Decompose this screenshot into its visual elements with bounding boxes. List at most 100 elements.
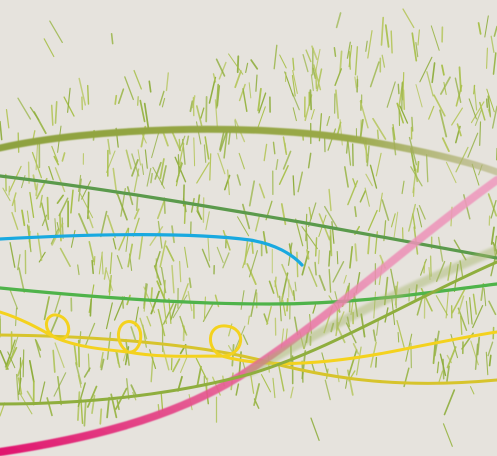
grass-stroke bbox=[310, 108, 315, 120]
grass-stroke bbox=[75, 362, 82, 385]
yellow-loop-curve bbox=[0, 310, 497, 365]
grass-stroke bbox=[238, 83, 246, 102]
grass-stroke bbox=[153, 265, 162, 286]
grass-stroke bbox=[115, 351, 121, 368]
grass-stroke bbox=[474, 343, 479, 370]
grass-stroke bbox=[86, 84, 90, 105]
grass-stroke bbox=[272, 141, 276, 155]
grass-stroke bbox=[100, 358, 105, 371]
grass-stroke bbox=[250, 374, 255, 394]
grass-stroke bbox=[443, 81, 447, 95]
grass-stroke bbox=[312, 67, 317, 79]
grass-stroke bbox=[31, 151, 43, 179]
grass-stroke bbox=[282, 136, 288, 155]
grass-stroke bbox=[234, 70, 242, 89]
grass-stroke bbox=[5, 346, 18, 370]
grass-stroke bbox=[46, 397, 53, 417]
grass-stroke bbox=[415, 41, 419, 58]
grass-stroke bbox=[181, 324, 188, 336]
grass-stroke bbox=[52, 349, 56, 373]
grass-stroke bbox=[329, 229, 333, 257]
grass-stroke bbox=[106, 270, 114, 292]
grass-stroke bbox=[182, 197, 187, 213]
grass-stroke bbox=[154, 250, 161, 268]
grass-stroke bbox=[51, 145, 59, 163]
grass-stroke bbox=[365, 40, 368, 52]
grass-stroke bbox=[479, 121, 482, 146]
grass-stroke bbox=[78, 178, 82, 202]
grass-stroke bbox=[359, 118, 364, 141]
grass-stroke bbox=[85, 322, 96, 346]
grass-stroke bbox=[201, 248, 211, 268]
grass-stroke bbox=[131, 153, 140, 177]
grass-stroke bbox=[26, 210, 30, 223]
grass-stroke bbox=[412, 213, 416, 230]
grass-stroke bbox=[470, 101, 485, 124]
grass-stroke bbox=[161, 346, 170, 371]
grass-stroke bbox=[127, 243, 134, 268]
grass-stroke bbox=[125, 227, 130, 252]
grass-stroke bbox=[364, 187, 370, 207]
grass-stroke bbox=[138, 236, 144, 260]
grass-stroke bbox=[314, 261, 317, 276]
grass-stroke bbox=[73, 343, 78, 366]
grass-stroke bbox=[328, 250, 331, 267]
grass-stroke bbox=[359, 190, 367, 203]
grass-stroke bbox=[433, 94, 446, 117]
grass-stroke bbox=[171, 131, 182, 152]
grass-stroke bbox=[195, 357, 208, 380]
grass-stroke bbox=[56, 194, 64, 204]
grass-stroke bbox=[440, 76, 451, 95]
grass-stroke bbox=[381, 199, 390, 221]
grass-stroke bbox=[39, 194, 43, 208]
grass-stroke bbox=[397, 83, 400, 95]
grass-stroke bbox=[17, 97, 32, 120]
grass-stroke bbox=[486, 88, 495, 113]
grass-stroke bbox=[54, 100, 58, 124]
grass-stroke bbox=[209, 153, 212, 181]
grass-stroke bbox=[411, 32, 418, 62]
grass-stroke bbox=[245, 62, 249, 73]
grass-stroke bbox=[117, 88, 125, 105]
grass-stroke bbox=[240, 290, 245, 310]
grass-stroke bbox=[263, 143, 268, 162]
grass-stroke bbox=[7, 351, 16, 369]
grass-stroke bbox=[279, 54, 287, 69]
grass-stroke bbox=[215, 58, 226, 77]
grass-stroke bbox=[11, 211, 19, 231]
grass-stroke bbox=[175, 162, 183, 183]
grass-stroke bbox=[80, 398, 84, 425]
grass-stroke bbox=[130, 384, 138, 398]
grass-stroke bbox=[172, 294, 188, 319]
grass-stroke bbox=[133, 69, 142, 90]
grass-stroke bbox=[490, 35, 495, 53]
grass-stroke bbox=[292, 175, 295, 196]
grass-stroke bbox=[333, 47, 337, 57]
grass-stroke bbox=[238, 152, 245, 170]
grass-stroke bbox=[223, 174, 231, 191]
grass-stroke bbox=[420, 258, 427, 276]
grass-stroke bbox=[48, 165, 54, 181]
grass-stroke bbox=[251, 240, 254, 255]
grass-stroke bbox=[11, 192, 17, 207]
grass-stroke bbox=[307, 152, 312, 169]
grass-stroke bbox=[484, 15, 489, 38]
grass-stroke bbox=[18, 267, 25, 293]
grass-stroke bbox=[281, 263, 287, 275]
grass-stroke bbox=[347, 138, 352, 166]
grass-stroke bbox=[257, 87, 262, 112]
grass-stroke bbox=[99, 408, 103, 425]
grass-stroke bbox=[460, 315, 463, 335]
grass-stroke bbox=[89, 298, 93, 317]
grass-stroke bbox=[339, 50, 343, 73]
grass-stroke bbox=[488, 300, 497, 316]
grass-stroke bbox=[67, 87, 71, 113]
grass-stroke bbox=[124, 76, 134, 101]
grass-stroke bbox=[308, 206, 312, 220]
grass-stroke bbox=[195, 105, 203, 127]
grass-stroke bbox=[487, 95, 492, 117]
grass-stroke bbox=[148, 80, 152, 93]
grass-stroke bbox=[418, 204, 426, 220]
grass-stroke bbox=[50, 104, 54, 126]
grass-stroke bbox=[306, 249, 310, 260]
